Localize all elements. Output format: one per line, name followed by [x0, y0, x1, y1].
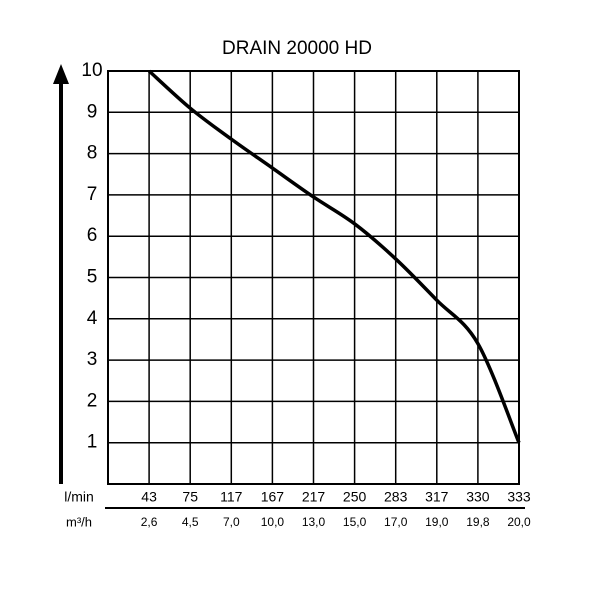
- chart-title: DRAIN 20000 HD: [222, 38, 372, 59]
- x2-tick-label: 17,0: [384, 515, 408, 529]
- y-tick-label: 9: [87, 101, 98, 122]
- x-tick-label: 330: [466, 489, 490, 505]
- x-tick-label: 250: [343, 489, 367, 505]
- x2-tick-label: 10,0: [261, 515, 285, 529]
- curve: [147, 69, 521, 444]
- x2-tick-label: 2,6: [141, 515, 158, 529]
- x2-tick-label: 19,8: [466, 515, 490, 529]
- x-tick-label: 43: [141, 489, 157, 505]
- y-tick-label: 5: [87, 267, 98, 288]
- y-tick-label: 2: [87, 390, 98, 411]
- y-tick-label: 3: [87, 349, 98, 370]
- x2-tick-label: 13,0: [302, 515, 326, 529]
- x-tick-label: 317: [425, 489, 449, 505]
- x2-tick-label: 20,0: [507, 515, 531, 529]
- x-tick-label: 283: [384, 489, 408, 505]
- y-tick-label: 1: [87, 432, 98, 453]
- x-tick-label: 117: [220, 489, 243, 505]
- x2-axis-label: m³/h: [66, 514, 92, 529]
- x-tick-label: 167: [261, 489, 285, 505]
- x-axis-label: l/min: [64, 489, 94, 505]
- x2-tick-label: 4,5: [182, 515, 199, 529]
- x-tick-label: 217: [302, 489, 326, 505]
- x2-tick-label: 7,0: [223, 515, 240, 529]
- x2-tick-label: 15,0: [343, 515, 367, 529]
- x-tick-label: 333: [507, 489, 531, 505]
- y-arrow-head: [53, 64, 69, 84]
- y-tick-label: 8: [87, 143, 98, 164]
- y-tick-label: 7: [87, 184, 98, 205]
- y-tick-label: 4: [87, 308, 98, 329]
- x-tick-label: 75: [182, 489, 198, 505]
- y-tick-label: 10: [81, 60, 102, 81]
- x2-tick-label: 19,0: [425, 515, 449, 529]
- y-tick-label: 6: [87, 225, 98, 246]
